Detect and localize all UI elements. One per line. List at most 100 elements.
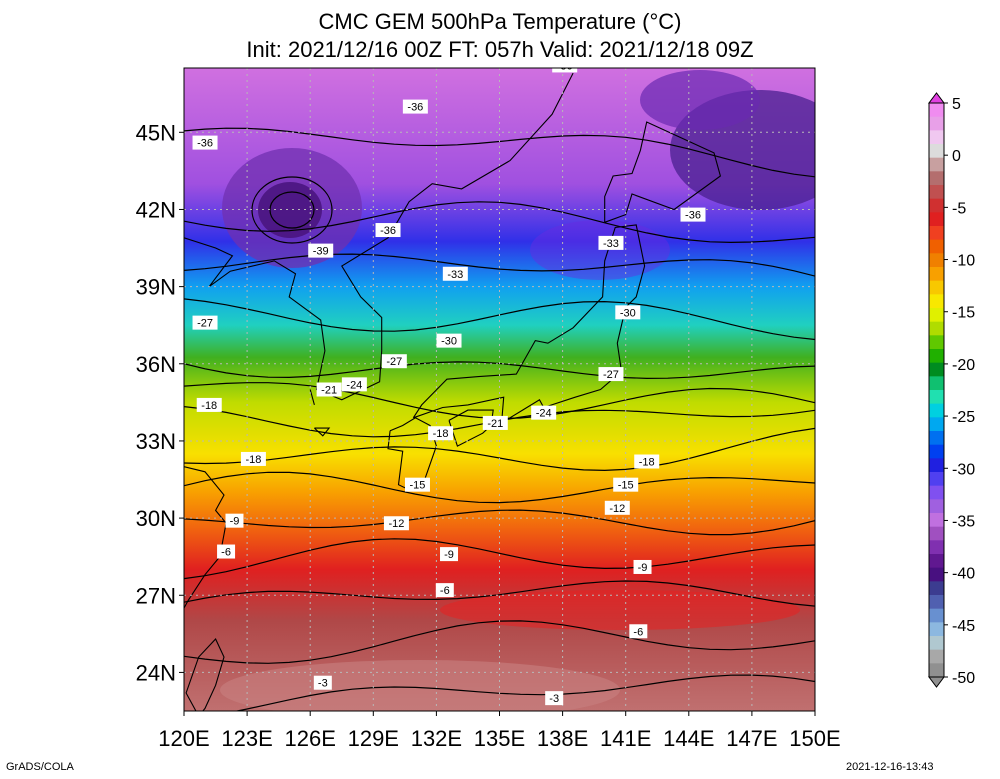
plot-area: -36-36-39-36-36-33-33-30-30-27-27-27-24-… bbox=[184, 60, 815, 711]
cold-tongue bbox=[530, 220, 670, 280]
contour-labels: -36-36-39-36-36-33-33-30-30-27-27-27-24-… bbox=[192, 60, 706, 706]
x-axis: 120E 123E 126E 129E 132E 135E 138E 141E 144E 147E… bbox=[158, 711, 841, 751]
colorbar-label: -30 bbox=[952, 461, 975, 478]
colorbar-swatch bbox=[929, 581, 944, 596]
contour-label-bg bbox=[436, 333, 462, 348]
colorbar-label: -25 bbox=[952, 409, 975, 426]
contour-label: -9 bbox=[230, 516, 240, 528]
cold-trough-n bbox=[640, 70, 760, 130]
colorbar-swatch bbox=[929, 116, 944, 131]
colorbar-swatch bbox=[929, 267, 944, 282]
y-tick-label: 42N bbox=[136, 197, 176, 222]
colorbar-max-arrow bbox=[928, 92, 945, 104]
colorbar-swatch bbox=[929, 308, 944, 323]
contour-label: -36 bbox=[557, 60, 573, 72]
coastline bbox=[185, 638, 225, 711]
contour-label-bg bbox=[615, 305, 641, 320]
colorbar-swatch bbox=[929, 608, 944, 623]
y-tick-label: 36N bbox=[136, 352, 176, 377]
y-tick-label: 24N bbox=[136, 660, 176, 685]
x-tick-label: 141E bbox=[600, 726, 651, 751]
contour-label-bg bbox=[316, 382, 342, 397]
isotherm bbox=[251, 176, 333, 244]
colorbar-label: -40 bbox=[952, 566, 975, 583]
contour-label-bg bbox=[629, 624, 648, 639]
colorbar-swatch bbox=[929, 403, 944, 418]
colorbar-label: -5 bbox=[952, 200, 966, 217]
isotherm bbox=[184, 253, 815, 277]
colorbar-swatch bbox=[929, 622, 944, 637]
contour-label: -21 bbox=[487, 418, 503, 430]
contour-label-bg bbox=[383, 516, 409, 531]
colorbar-swatch bbox=[929, 636, 944, 651]
contour-label-bg bbox=[313, 675, 332, 690]
colorbar-label: 5 bbox=[952, 96, 961, 113]
colorbar-swatch bbox=[929, 212, 944, 227]
contour-label-bg bbox=[217, 544, 236, 559]
colorbar-swatch bbox=[929, 226, 944, 241]
colorbar-swatch bbox=[929, 185, 944, 200]
colorbar-swatch bbox=[929, 554, 944, 569]
colorbar-label: -50 bbox=[952, 670, 975, 687]
contour-label: -21 bbox=[321, 385, 337, 397]
contour-label-bg bbox=[428, 426, 454, 441]
contour-label: -9 bbox=[638, 562, 648, 574]
colorbar-swatch bbox=[929, 444, 944, 459]
isotherm bbox=[184, 509, 815, 536]
contour-label-bg bbox=[225, 513, 244, 528]
colorbar-swatch bbox=[929, 335, 944, 350]
y-tick-label: 45N bbox=[136, 120, 176, 145]
contour-label: -6 bbox=[440, 585, 450, 597]
colorbar-label: -35 bbox=[952, 513, 975, 530]
chart-subtitle: Init: 2021/12/16 00Z FT: 057h Valid: 202… bbox=[246, 37, 754, 62]
x-tick-label: 132E bbox=[411, 726, 462, 751]
x-tick-label: 129E bbox=[348, 726, 399, 751]
contour-label: -27 bbox=[197, 318, 213, 330]
contour-label-bg bbox=[613, 477, 639, 492]
contour-label-bg bbox=[440, 547, 459, 562]
colorbar-swatch bbox=[929, 663, 944, 678]
contour-label-bg bbox=[192, 315, 218, 330]
contour-label: -15 bbox=[410, 480, 426, 492]
colorbar-label: -10 bbox=[952, 253, 975, 270]
colorbar: 5 0 -5 -10 -15 -20 -25 -30 -35 -40 -45 -50 bbox=[928, 92, 975, 688]
contour-label: -36 bbox=[380, 225, 396, 237]
colorbar-swatch bbox=[929, 103, 944, 118]
colorbar-swatch bbox=[929, 171, 944, 186]
colorbar-swatch bbox=[929, 458, 944, 473]
x-tick-label: 135E bbox=[474, 726, 525, 751]
y-tick-label: 30N bbox=[136, 506, 176, 531]
contour-label: -27 bbox=[603, 369, 619, 381]
contour-label: -36 bbox=[407, 102, 423, 114]
coastline bbox=[314, 427, 331, 437]
y-tick-label: 33N bbox=[136, 429, 176, 454]
colorbar-swatch bbox=[929, 130, 944, 145]
contour-label-bg bbox=[604, 500, 630, 515]
colorbar-min-arrow bbox=[928, 676, 945, 688]
cold-core-center bbox=[258, 182, 322, 238]
colorbar-swatch bbox=[929, 253, 944, 268]
colorbar-label: 0 bbox=[952, 148, 961, 165]
contour-label-bg bbox=[341, 377, 367, 392]
x-tick-label: 126E bbox=[285, 726, 336, 751]
colorbar-swatch bbox=[929, 144, 944, 159]
y-axis: 24N 27N 30N 33N 36N 39N 42N 45N bbox=[136, 120, 184, 685]
isotherm bbox=[184, 201, 815, 244]
colorbar-swatch bbox=[929, 280, 944, 295]
contour-label: -24 bbox=[346, 379, 362, 391]
colorbar-frame bbox=[928, 102, 945, 678]
colorbar-swatch bbox=[929, 540, 944, 555]
contour-label: -9 bbox=[444, 549, 454, 561]
contour-label-bg bbox=[634, 454, 660, 469]
contour-label-bg bbox=[545, 691, 564, 706]
contour-label-bg bbox=[531, 405, 557, 420]
contour-label: -18 bbox=[245, 454, 261, 466]
colorbar-swatch bbox=[929, 595, 944, 610]
colorbar-label: -45 bbox=[952, 618, 975, 635]
colorbar-swatch bbox=[929, 526, 944, 541]
contour-label-bg bbox=[308, 243, 334, 258]
isotherm bbox=[184, 538, 815, 580]
contour-label-bg bbox=[192, 135, 218, 150]
grid-lines bbox=[184, 68, 815, 711]
colorbar-swatch bbox=[929, 390, 944, 405]
